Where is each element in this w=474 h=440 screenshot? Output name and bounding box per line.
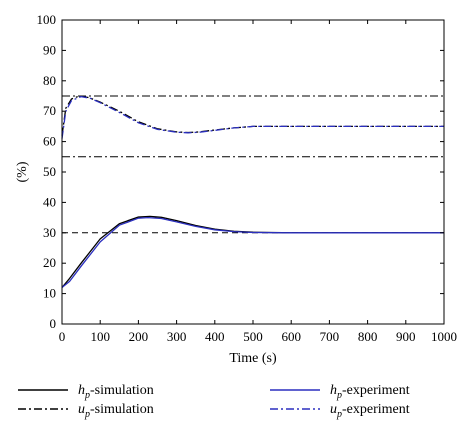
series-line-up-experiment (61, 95, 444, 139)
x-axis-label: Time (s) (229, 351, 277, 366)
legend-label: hp-simulation (78, 383, 154, 401)
y-tick-label: 100 (37, 12, 57, 27)
y-tick-label: 0 (50, 316, 57, 331)
series-line-hp-experiment (61, 216, 444, 289)
y-tick-label: 50 (43, 164, 56, 179)
y-tick-label: 90 (43, 42, 56, 57)
x-tick-label: 600 (281, 329, 301, 344)
y-tick-label: 80 (43, 73, 56, 88)
y-axis-label: (%) (15, 161, 30, 182)
y-tick-label: 20 (43, 255, 56, 270)
x-tick-label: 800 (358, 329, 378, 344)
y-tick-label: 60 (43, 134, 56, 149)
series-line-hp-simulation (61, 215, 444, 288)
y-tick-label: 70 (43, 103, 56, 118)
x-tick-label: 100 (90, 329, 110, 344)
x-tick-label: 900 (396, 329, 416, 344)
y-tick-label: 30 (43, 225, 56, 240)
x-tick-label: 300 (167, 329, 187, 344)
legend-label: hp-experiment (330, 383, 410, 401)
x-tick-label: 0 (59, 329, 66, 344)
x-tick-label: 1000 (431, 329, 457, 344)
y-tick-label: 40 (43, 194, 56, 209)
x-tick-label: 400 (205, 329, 225, 344)
x-tick-label: 700 (320, 329, 340, 344)
y-tick-label: 10 (43, 286, 56, 301)
legend-label: up-experiment (330, 402, 410, 420)
x-tick-label: 500 (243, 329, 263, 344)
x-tick-label: 200 (129, 329, 149, 344)
plot-frame (61, 19, 445, 325)
series-line-up-simulation (61, 95, 444, 136)
legend-label: up-simulation (78, 402, 154, 420)
